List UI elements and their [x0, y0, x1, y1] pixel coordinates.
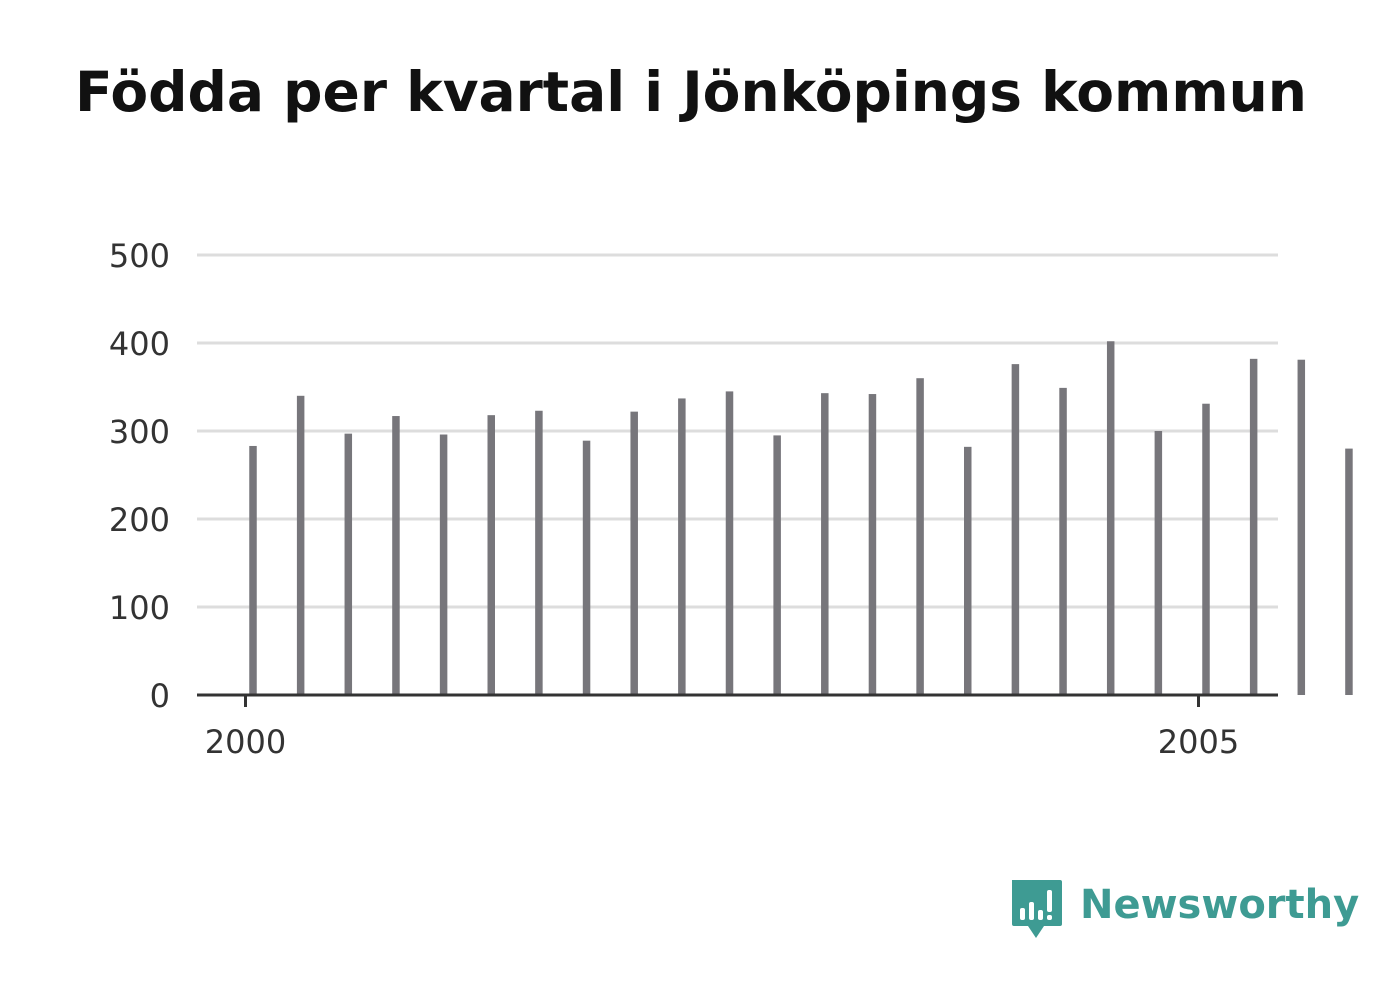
newsworthy-logo-icon [1012, 880, 1062, 938]
y-tick-label: 300 [109, 413, 170, 451]
gridlines [197, 253, 1278, 609]
bar [249, 445, 257, 695]
x-axis-ticks: 200020052010201520202025 [205, 695, 1239, 761]
bar [392, 416, 400, 695]
bar [1011, 364, 1020, 695]
bar [535, 410, 543, 695]
bar [582, 440, 591, 695]
bar [487, 415, 495, 695]
y-tick-label: 0 [150, 677, 170, 715]
bar [1202, 403, 1210, 695]
x-tick-label: 2005 [1158, 723, 1239, 761]
chart-title: Födda per kvartal i Jönköpings kommun [75, 60, 1307, 124]
bar [1297, 359, 1306, 695]
y-tick-label: 100 [109, 589, 170, 627]
y-tick-label: 400 [109, 325, 170, 363]
bar [1106, 341, 1115, 695]
bar [678, 398, 686, 695]
bar [296, 395, 305, 695]
y-tick-label: 500 [109, 237, 170, 275]
bar [964, 446, 972, 695]
bar [630, 411, 638, 695]
bar [1345, 448, 1353, 695]
bar [1154, 431, 1163, 695]
bar [821, 393, 829, 695]
bar [916, 378, 924, 695]
bar [1249, 358, 1258, 695]
bar [1059, 387, 1067, 695]
bar [725, 391, 734, 695]
y-tick-label: 200 [109, 501, 170, 539]
bar [439, 434, 448, 695]
bar [773, 435, 781, 695]
newsworthy-logo-text: Newsworthy [1080, 882, 1360, 928]
y-axis-ticks: 0 100 200 300 400 500 [109, 237, 170, 715]
bar [344, 433, 353, 695]
x-tick-label: 2000 [205, 723, 286, 761]
bar [868, 394, 877, 695]
bars [249, 341, 1353, 695]
newsworthy-logo: Newsworthy [1010, 878, 1359, 942]
